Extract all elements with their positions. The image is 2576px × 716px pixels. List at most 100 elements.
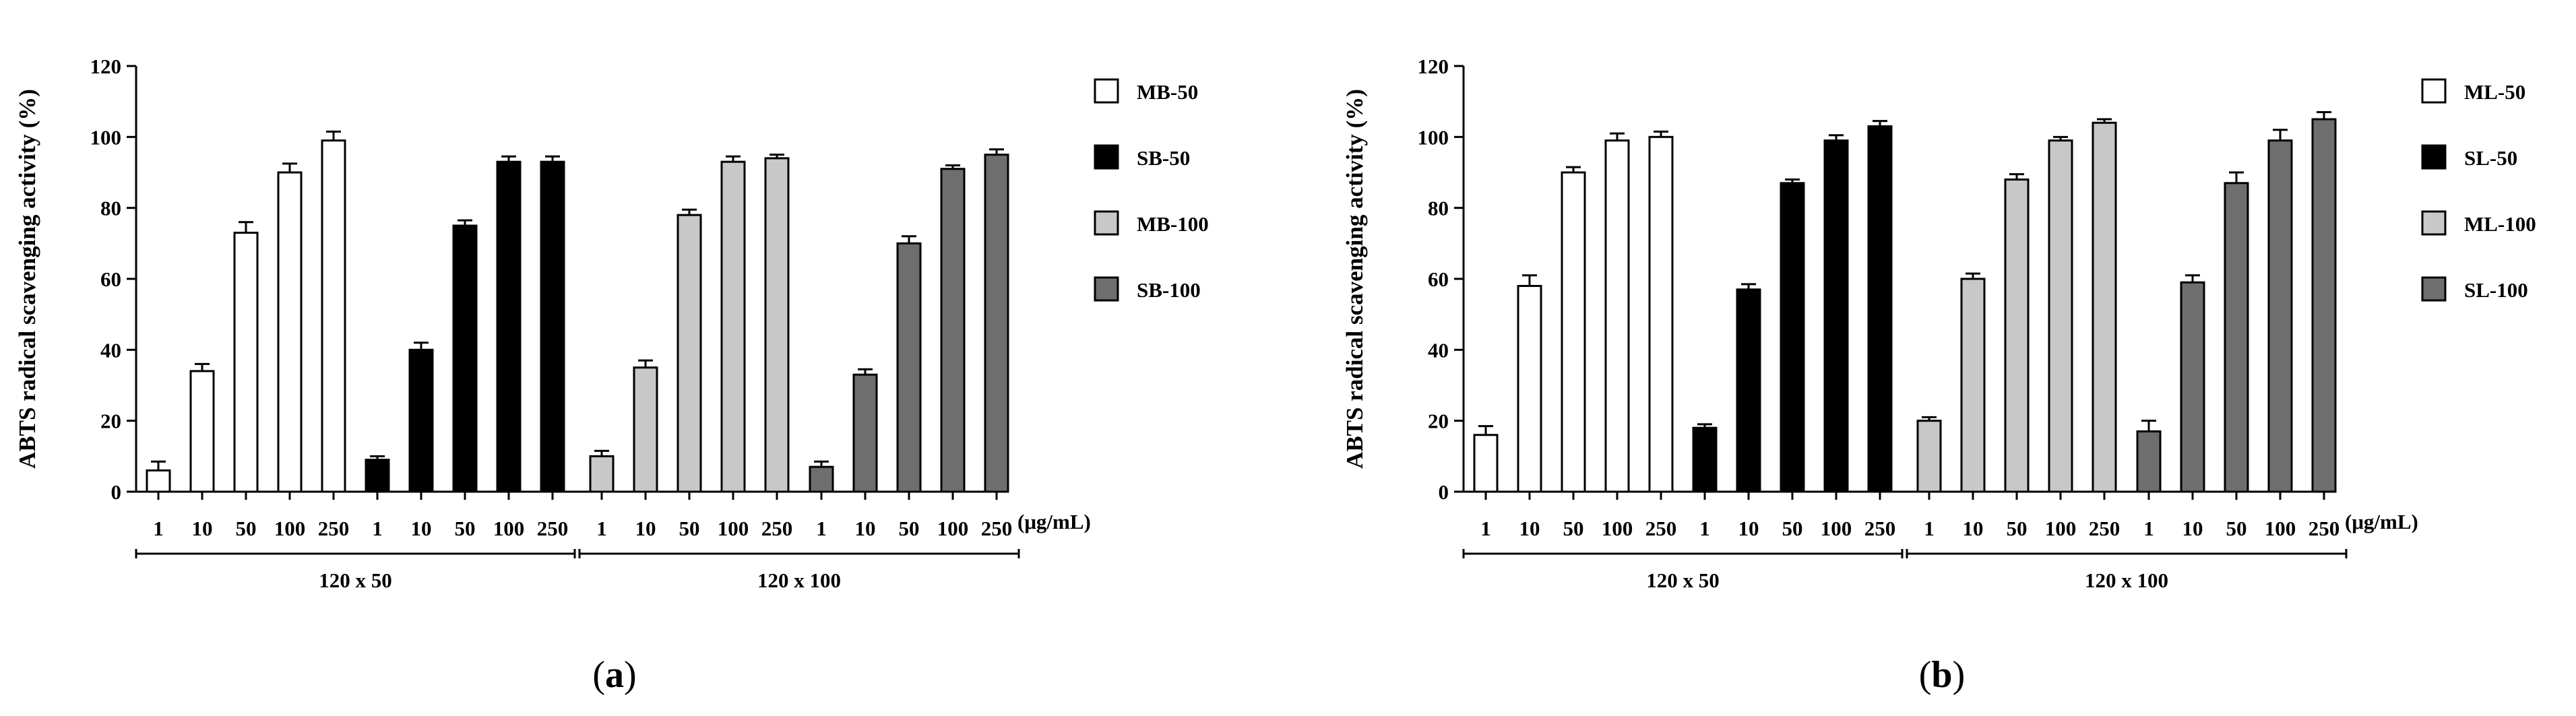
x-tick-label: 10 <box>855 517 876 540</box>
bar-sl-100-10 <box>2180 281 2205 493</box>
bar-sl-50-10 <box>1736 288 1761 493</box>
x-tick-label: 10 <box>1738 517 1759 540</box>
legend-label-ml-100: ML-100 <box>2464 212 2536 236</box>
bar-ml-100-10 <box>1960 278 1986 493</box>
bar-sl-100-50 <box>2224 182 2249 493</box>
x-unit-label: (μg/mL) <box>1017 510 1091 533</box>
x-tick-label: 250 <box>318 517 350 540</box>
legend-swatch-sl-100 <box>2421 276 2447 302</box>
legend-swatch-mb-100 <box>1094 210 1119 236</box>
bar-sb-50-100 <box>496 160 522 493</box>
legend-label-ml-50: ML-50 <box>2464 80 2525 104</box>
caption-paren: ) <box>624 654 637 696</box>
y-tick-label: 60 <box>100 267 121 291</box>
bar-sb-100-50 <box>896 242 922 493</box>
x-tick-label: 50 <box>2226 517 2247 540</box>
x-tick-label: 250 <box>1645 517 1677 540</box>
y-tick-label: 20 <box>1428 410 1449 433</box>
x-tick-label: 10 <box>411 517 432 540</box>
legend-swatch-sb-50 <box>1094 144 1119 170</box>
legend-label-sb-100: SB-100 <box>1137 278 1201 302</box>
bar-ml-50-250 <box>1648 135 1674 493</box>
y-tick-label: 100 <box>90 125 122 149</box>
legend-swatch-mb-50 <box>1094 78 1119 104</box>
bar-mb-50-50 <box>233 232 259 493</box>
bar-sl-100-250 <box>2311 118 2337 493</box>
bar-ml-50-1 <box>1473 434 1499 493</box>
x-tick-label: 100 <box>493 517 525 540</box>
bar-sb-50-10 <box>408 348 434 493</box>
bar-ml-100-100 <box>2048 139 2073 493</box>
x-tick-label: 250 <box>2089 517 2121 540</box>
chart-panel-a: 0 20 40 60 80 100 120 ABTS radical scavenging a… <box>14 55 1209 696</box>
bar-sl-50-1 <box>1692 426 1718 493</box>
caption-paren: ( <box>1919 654 1932 696</box>
legend-label-sb-50: SB-50 <box>1137 146 1190 170</box>
x-tick-label: 10 <box>1963 517 1984 540</box>
bar-sb-100-100 <box>940 168 966 493</box>
x-unit-label: (μg/mL) <box>2345 510 2418 533</box>
bar-ml-50-10 <box>1517 285 1542 493</box>
legend-swatch-sl-50 <box>2421 144 2447 170</box>
x-tick-label: 1 <box>153 517 164 540</box>
bar-mb-100-250 <box>764 157 790 493</box>
caption-letter: b <box>1931 654 1952 696</box>
x-tick-label: 50 <box>679 517 700 540</box>
x-tick-label: 250 <box>537 517 569 540</box>
y-tick-label: 0 <box>1439 480 1449 504</box>
bar-sl-50-100 <box>1823 139 1849 493</box>
legend-label-mb-100: MB-100 <box>1137 212 1209 236</box>
x-tick-label: 1 <box>1699 517 1710 540</box>
x-tick-label: 100 <box>1821 517 1852 540</box>
x-tick-label: 1 <box>372 517 383 540</box>
legend-swatch-ml-100 <box>2421 210 2447 236</box>
bar-sl-50-250 <box>1867 125 1893 493</box>
legend-label-sl-50: SL-50 <box>2464 146 2517 170</box>
bar-ml-100-1 <box>1916 420 1942 493</box>
y-tick-label: 100 <box>1418 125 1449 149</box>
y-axis-title: ABTS radical scavenging activity (%) <box>14 89 40 469</box>
bar-sb-50-50 <box>452 224 478 493</box>
bar-mb-100-1 <box>589 455 615 493</box>
caption-letter: a <box>605 654 624 696</box>
group-label: 120 x 50 <box>1646 568 1720 592</box>
bar-sb-100-250 <box>984 154 1009 493</box>
y-tick-label: 20 <box>100 410 121 433</box>
legend-swatch-ml-50 <box>2421 78 2447 104</box>
y-tick-label: 40 <box>100 338 121 362</box>
x-tick-label: 1 <box>2143 517 2154 540</box>
x-tick-label: 1 <box>1480 517 1491 540</box>
x-tick-label: 10 <box>635 517 656 540</box>
bar-ml-100-250 <box>2092 121 2117 493</box>
x-tick-label: 50 <box>2007 517 2028 540</box>
bar-mb-50-10 <box>189 370 215 493</box>
legend-label-mb-50: MB-50 <box>1137 80 1198 104</box>
x-tick-label: 100 <box>937 517 969 540</box>
x-tick-label: 10 <box>2182 517 2203 540</box>
bar-mb-100-10 <box>633 366 658 493</box>
y-tick-label: 40 <box>1428 338 1449 362</box>
panel-caption: (a) <box>592 654 636 696</box>
bar-sl-50-50 <box>1780 182 1805 493</box>
x-tick-label: 250 <box>761 517 793 540</box>
x-tick-label: 50 <box>455 517 476 540</box>
bar-sl-100-100 <box>2267 139 2293 493</box>
x-tick-label: 100 <box>274 517 306 540</box>
x-tick-label: 100 <box>2265 517 2296 540</box>
y-axis-title: ABTS radical scavenging activity (%) <box>1342 89 1368 469</box>
x-tick-label: 100 <box>718 517 749 540</box>
bar-mb-100-100 <box>720 160 746 493</box>
x-tick-label: 10 <box>1519 517 1540 540</box>
bar-mb-100-50 <box>677 214 702 493</box>
chart-panel-b: 0 20 40 60 80 100 120 ABTS radical scavenging a… <box>1342 55 2536 696</box>
y-tick-label: 120 <box>1418 55 1449 78</box>
bar-sl-100-1 <box>2136 430 2162 493</box>
y-tick-label: 120 <box>90 55 122 78</box>
x-tick-label: 50 <box>1563 517 1584 540</box>
panel-caption: (b) <box>1919 654 1965 696</box>
legend-label-sl-100: SL-100 <box>2464 278 2528 302</box>
bar-ml-50-50 <box>1561 171 1586 493</box>
bar-ml-100-50 <box>2004 178 2030 493</box>
bar-mb-50-1 <box>146 469 171 493</box>
